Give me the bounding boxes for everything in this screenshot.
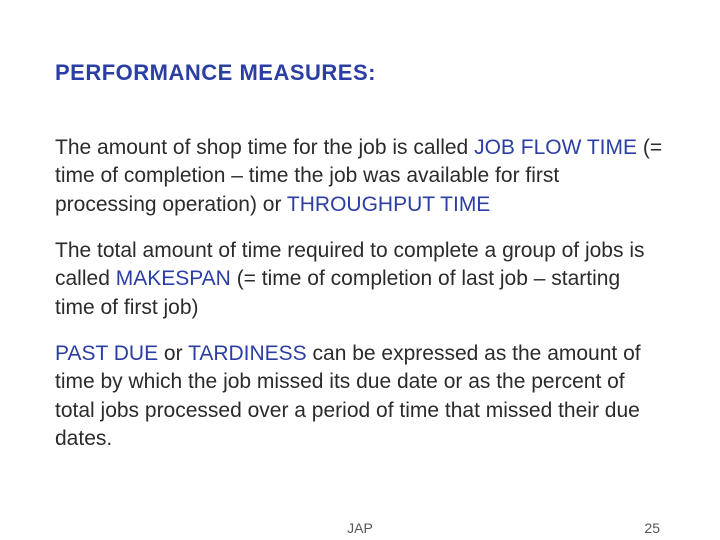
paragraph-tardiness: PAST DUE or TARDINESS can be expressed a… [55, 340, 665, 453]
term-past-due: PAST DUE [55, 342, 158, 365]
footer-author: JAP [347, 520, 373, 536]
text-mid: or [158, 342, 188, 365]
paragraph-makespan: The total amount of time required to com… [55, 237, 665, 322]
text-pre: The amount of shop time for the job is c… [55, 136, 474, 159]
term-makespan: MAKESPAN [116, 267, 231, 290]
term-tardiness: TARDINESS [188, 342, 307, 365]
term-throughput-time: THROUGHPUT TIME [287, 193, 490, 216]
slide-heading: PERFORMANCE MEASURES: [55, 60, 665, 86]
page-number: 25 [644, 520, 660, 536]
paragraph-job-flow-time: The amount of shop time for the job is c… [55, 134, 665, 219]
term-job-flow-time: JOB FLOW TIME [474, 136, 637, 159]
